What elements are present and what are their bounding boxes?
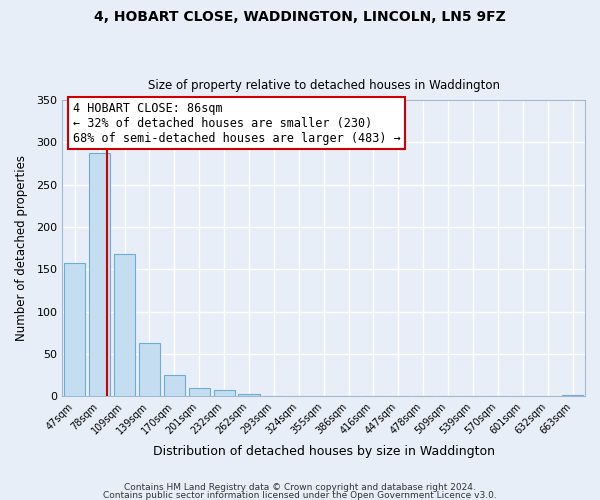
Text: Contains HM Land Registry data © Crown copyright and database right 2024.: Contains HM Land Registry data © Crown c… [124,484,476,492]
Bar [188,388,210,396]
Title: Size of property relative to detached houses in Waddington: Size of property relative to detached ho… [148,79,500,92]
Bar [214,390,235,396]
X-axis label: Distribution of detached houses by size in Waddington: Distribution of detached houses by size … [152,444,494,458]
Bar [114,254,135,396]
Text: 4, HOBART CLOSE, WADDINGTON, LINCOLN, LN5 9FZ: 4, HOBART CLOSE, WADDINGTON, LINCOLN, LN… [94,10,506,24]
Bar [89,154,110,396]
Bar [238,394,260,396]
Bar [139,343,160,396]
Bar [562,394,583,396]
Bar [64,264,85,396]
Y-axis label: Number of detached properties: Number of detached properties [15,156,28,342]
Text: Contains public sector information licensed under the Open Government Licence v3: Contains public sector information licen… [103,490,497,500]
Bar [164,375,185,396]
Text: 4 HOBART CLOSE: 86sqm
← 32% of detached houses are smaller (230)
68% of semi-det: 4 HOBART CLOSE: 86sqm ← 32% of detached … [73,102,401,144]
